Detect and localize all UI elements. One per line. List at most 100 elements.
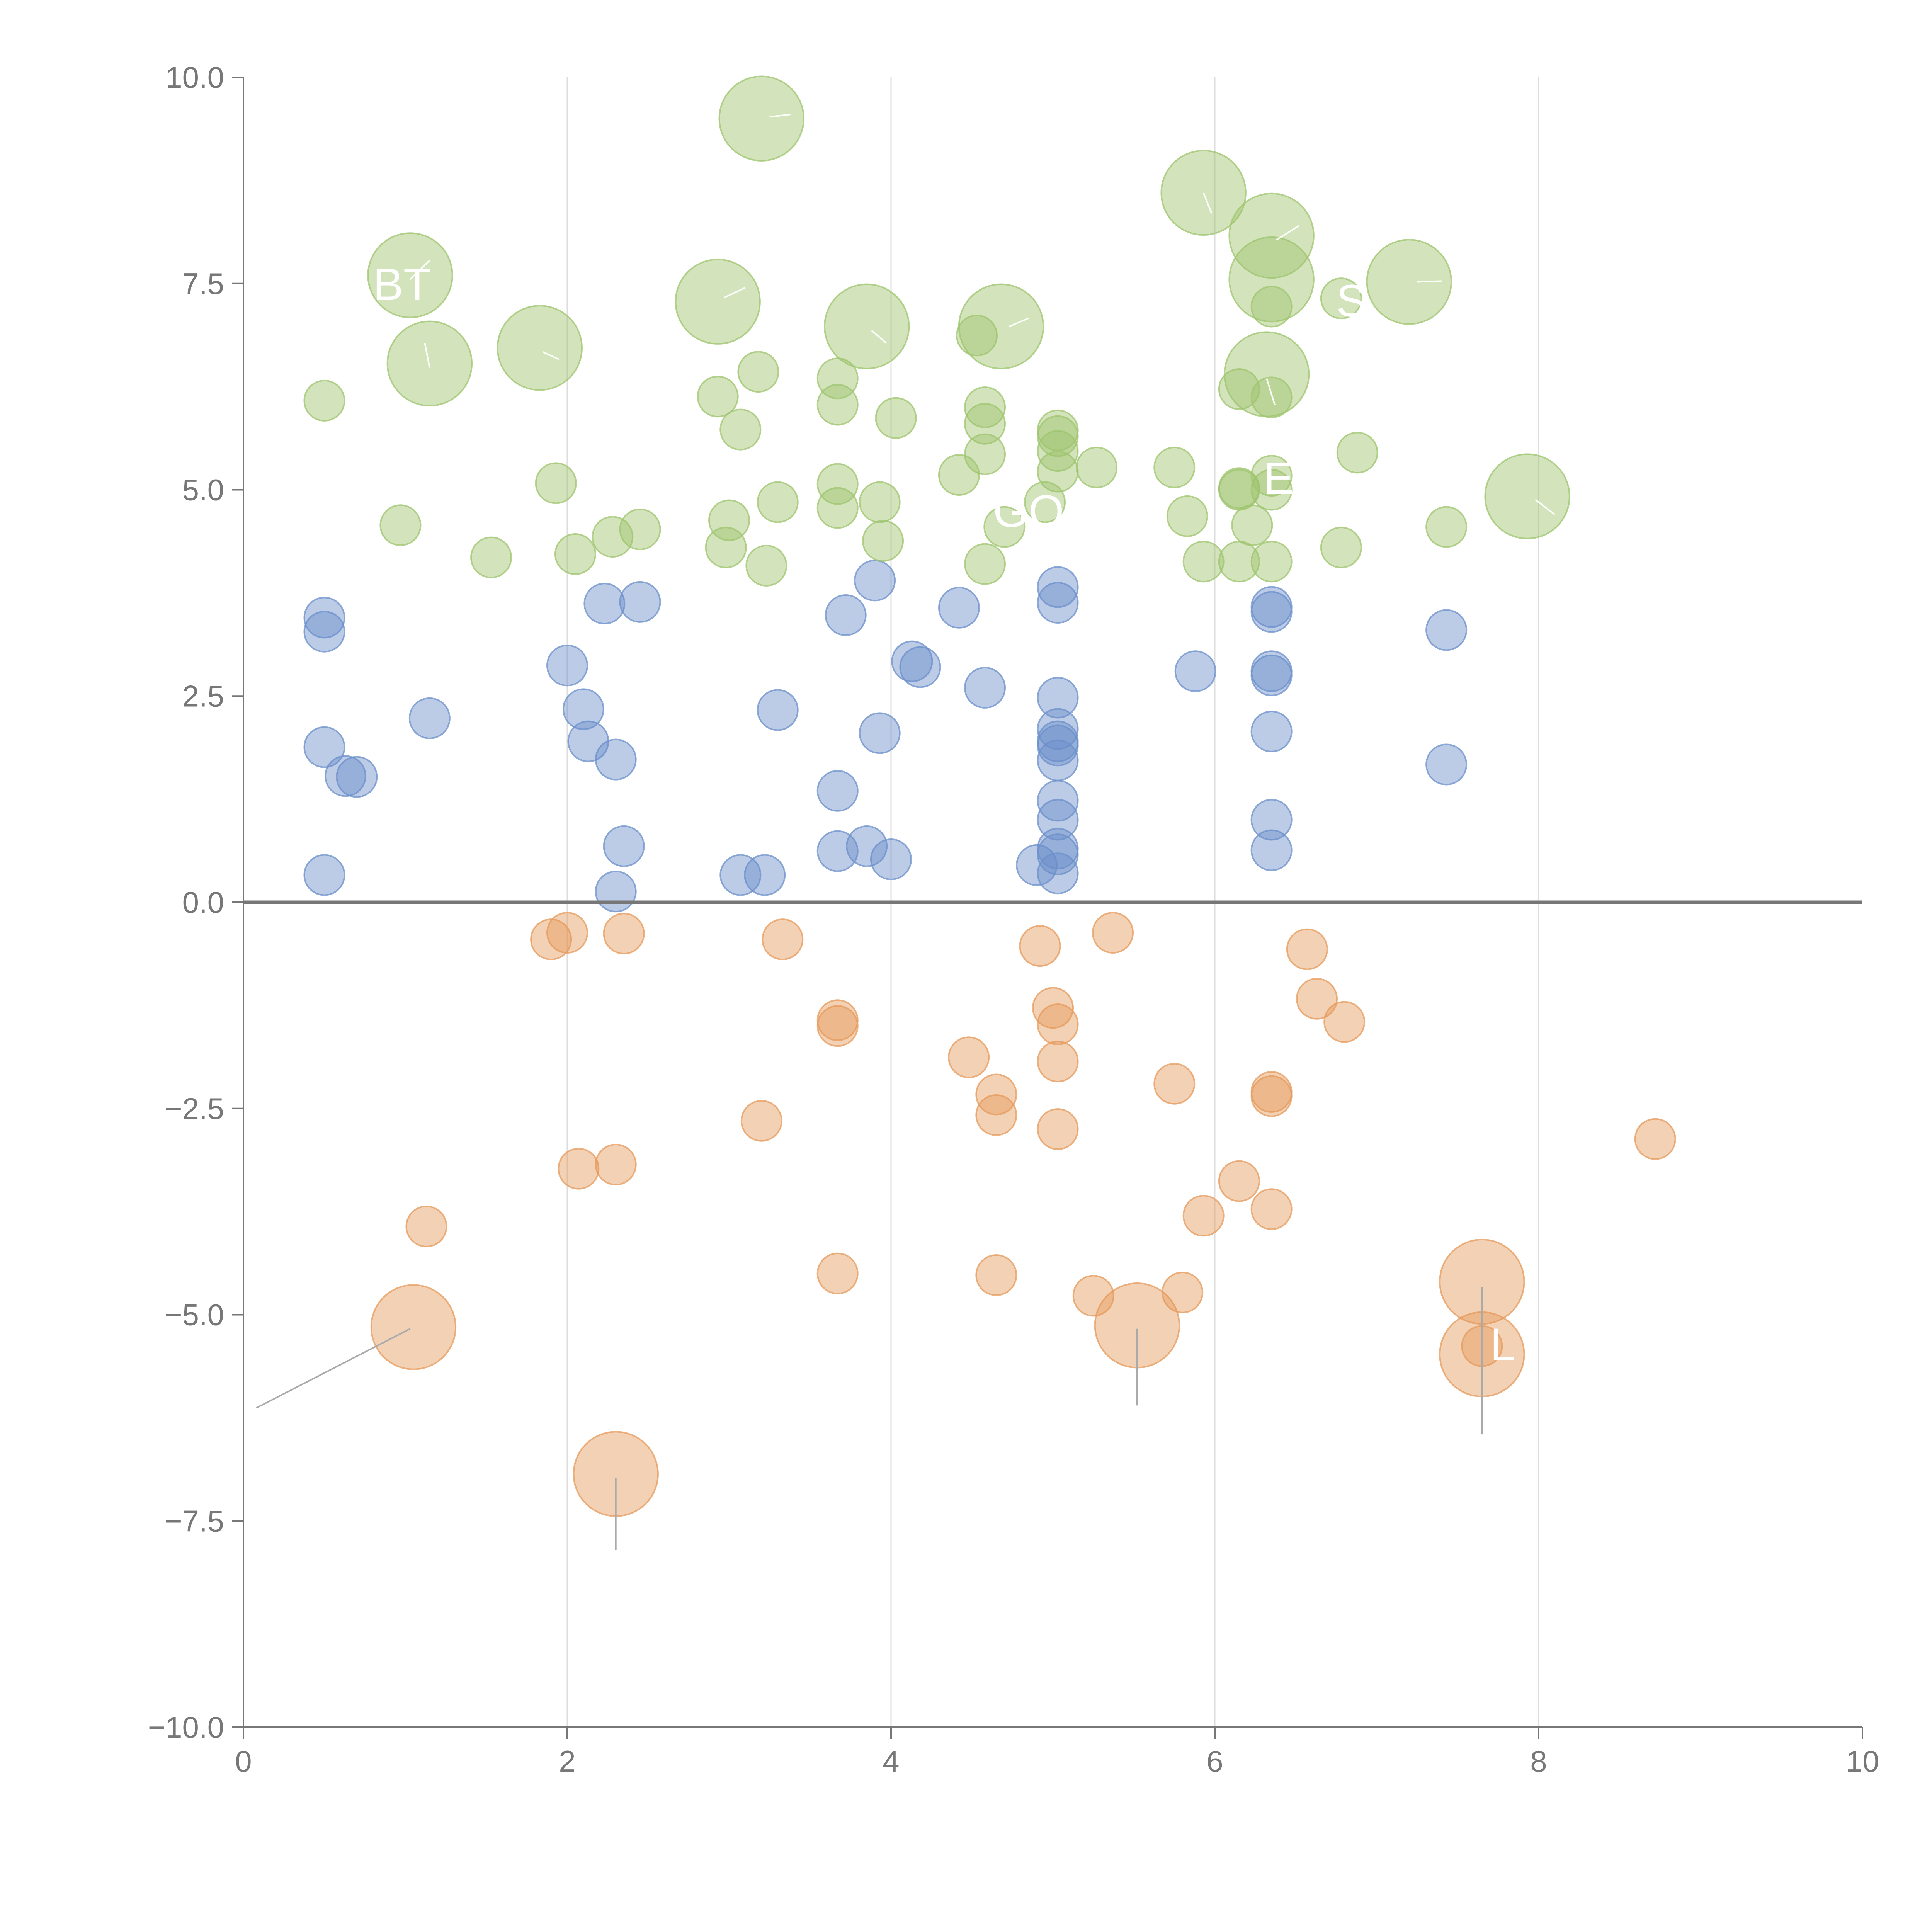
- green-bubble[interactable]: [1182, 541, 1225, 583]
- orange-bubble[interactable]: [740, 1100, 782, 1142]
- green-bubble[interactable]: [964, 403, 1006, 445]
- orange-bubble[interactable]: [595, 1143, 637, 1185]
- orange-bubble[interactable]: [1323, 1001, 1366, 1043]
- green-bubble[interactable]: [956, 315, 998, 357]
- orange-bubble[interactable]: [816, 1005, 859, 1047]
- green-bubble[interactable]: [875, 397, 917, 439]
- blue-bubble[interactable]: [1037, 739, 1079, 781]
- green-bubble[interactable]: [737, 351, 779, 393]
- orange-bubble[interactable]: [1182, 1195, 1225, 1237]
- orange-bubble[interactable]: [530, 918, 572, 961]
- green-bubble[interactable]: [592, 516, 634, 558]
- green-bubble[interactable]: [1250, 469, 1293, 511]
- blue-bubble[interactable]: [964, 667, 1006, 709]
- green-bubble[interactable]: [1228, 236, 1315, 323]
- orange-bubble[interactable]: [603, 913, 645, 955]
- blue-bubble[interactable]: [719, 854, 762, 896]
- green-bubble[interactable]: [823, 283, 910, 369]
- blue-bubble[interactable]: [846, 825, 888, 867]
- green-bubble[interactable]: [1231, 504, 1273, 546]
- orange-bubble[interactable]: [405, 1206, 447, 1248]
- green-bubble[interactable]: [816, 487, 859, 529]
- blue-bubble[interactable]: [1250, 654, 1293, 696]
- orange-bubble[interactable]: [558, 1148, 600, 1190]
- orange-bubble[interactable]: [816, 999, 859, 1041]
- green-bubble[interactable]: [964, 543, 1006, 585]
- orange-bubble[interactable]: [1250, 1188, 1293, 1230]
- orange-bubble[interactable]: [1032, 987, 1074, 1029]
- green-bubble[interactable]: [1037, 415, 1079, 457]
- blue-bubble[interactable]: [1037, 828, 1079, 870]
- green-bubble[interactable]: [1366, 239, 1452, 325]
- blue-bubble[interactable]: [303, 611, 345, 653]
- blue-bubble[interactable]: [303, 726, 345, 768]
- green-bubble[interactable]: [816, 384, 859, 426]
- blue-bubble[interactable]: [757, 689, 799, 731]
- green-bubble[interactable]: [938, 454, 980, 496]
- blue-bubble[interactable]: [1425, 609, 1468, 651]
- green-bubble[interactable]: [303, 379, 345, 422]
- blue-bubble[interactable]: [854, 560, 896, 602]
- blue-bubble[interactable]: [324, 755, 366, 797]
- green-bubble[interactable]: [379, 504, 422, 546]
- orange-bubble[interactable]: [1037, 1108, 1079, 1150]
- blue-bubble[interactable]: [583, 583, 626, 625]
- blue-bubble[interactable]: [1250, 799, 1293, 841]
- green-bubble[interactable]: [697, 376, 739, 418]
- green-bubble[interactable]: [719, 408, 762, 451]
- green-bubble[interactable]: [367, 232, 453, 318]
- green-bubble[interactable]: [554, 533, 596, 575]
- blue-bubble[interactable]: [938, 587, 980, 629]
- green-bubble[interactable]: [816, 357, 859, 400]
- green-bubble[interactable]: [1076, 446, 1118, 488]
- blue-bubble[interactable]: [595, 871, 637, 913]
- orange-bubble[interactable]: [1153, 1063, 1196, 1105]
- orange-bubble[interactable]: [948, 1036, 990, 1078]
- green-bubble[interactable]: [1228, 192, 1315, 279]
- blue-bubble[interactable]: [891, 640, 933, 682]
- green-bubble[interactable]: [964, 433, 1006, 475]
- blue-bubble[interactable]: [303, 854, 345, 896]
- green-bubble[interactable]: [964, 386, 1006, 428]
- orange-bubble[interactable]: [370, 1284, 457, 1370]
- orange-bubble[interactable]: [1286, 928, 1328, 970]
- blue-bubble[interactable]: [1016, 844, 1058, 886]
- orange-bubble[interactable]: [1634, 1118, 1676, 1160]
- orange-bubble[interactable]: [1072, 1275, 1114, 1317]
- orange-bubble[interactable]: [1092, 912, 1134, 954]
- green-bubble[interactable]: [1218, 368, 1260, 410]
- orange-bubble[interactable]: [1296, 978, 1338, 1020]
- green-bubble[interactable]: [1250, 286, 1293, 328]
- blue-bubble[interactable]: [1174, 650, 1216, 692]
- blue-bubble[interactable]: [1250, 829, 1293, 871]
- blue-bubble[interactable]: [1037, 799, 1079, 841]
- green-bubble[interactable]: [619, 508, 661, 550]
- orange-bubble[interactable]: [1037, 1003, 1079, 1045]
- blue-bubble[interactable]: [408, 697, 451, 739]
- orange-bubble[interactable]: [975, 1094, 1017, 1136]
- blue-bubble[interactable]: [1250, 711, 1293, 753]
- green-bubble[interactable]: [859, 481, 901, 523]
- green-bubble[interactable]: [1153, 446, 1196, 488]
- green-bubble[interactable]: [1336, 432, 1378, 474]
- green-bubble[interactable]: [1250, 376, 1293, 418]
- blue-bubble[interactable]: [1037, 833, 1079, 876]
- green-bubble[interactable]: [705, 526, 747, 568]
- blue-bubble[interactable]: [603, 825, 645, 867]
- orange-bubble[interactable]: [1250, 1075, 1293, 1117]
- green-bubble[interactable]: [718, 75, 805, 162]
- blue-bubble[interactable]: [1037, 677, 1079, 719]
- green-bubble[interactable]: [862, 520, 904, 562]
- orange-bubble[interactable]: [816, 1252, 859, 1294]
- blue-bubble[interactable]: [546, 645, 588, 687]
- orange-bubble[interactable]: [762, 918, 804, 961]
- green-bubble[interactable]: [816, 463, 859, 505]
- blue-bubble[interactable]: [744, 854, 786, 896]
- blue-bubble[interactable]: [816, 770, 859, 812]
- blue-bubble[interactable]: [303, 597, 345, 639]
- blue-bubble[interactable]: [859, 712, 901, 754]
- green-bubble[interactable]: [708, 499, 750, 541]
- green-bubble[interactable]: [757, 481, 799, 523]
- orange-bubble[interactable]: [975, 1254, 1017, 1296]
- green-bubble[interactable]: [983, 506, 1026, 548]
